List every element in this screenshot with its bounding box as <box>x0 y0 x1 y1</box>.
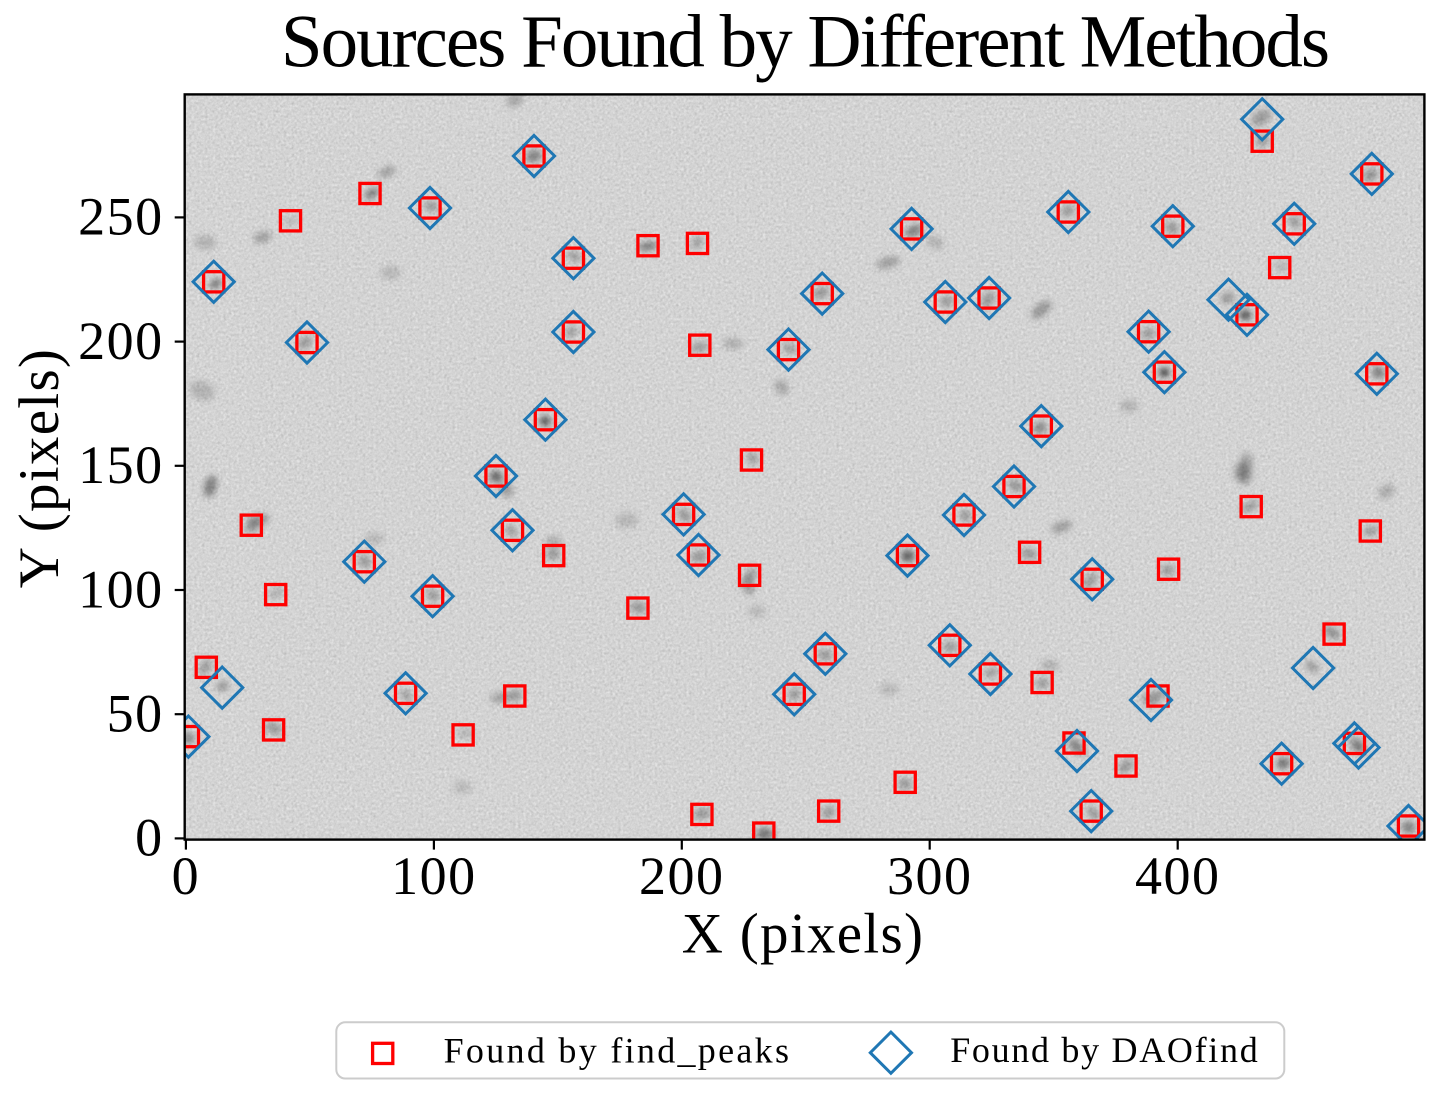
svg-text:Sources Found by Different Met: Sources Found by Different Methods <box>281 0 1328 83</box>
svg-text:Found by DAOfind: Found by DAOfind <box>950 1030 1259 1070</box>
svg-text:X (pixels): X (pixels) <box>682 902 925 965</box>
svg-text:Found by find_peaks: Found by find_peaks <box>444 1030 792 1070</box>
svg-text:50: 50 <box>107 684 164 744</box>
svg-text:100: 100 <box>78 559 164 619</box>
svg-text:300: 300 <box>887 846 973 906</box>
svg-text:250: 250 <box>78 187 164 247</box>
svg-text:200: 200 <box>639 846 725 906</box>
svg-text:400: 400 <box>1135 846 1221 906</box>
svg-text:Y (pixels): Y (pixels) <box>8 348 71 588</box>
svg-text:200: 200 <box>78 311 164 371</box>
svg-text:0: 0 <box>135 808 164 868</box>
svg-text:0: 0 <box>172 846 201 906</box>
svg-text:150: 150 <box>78 435 164 495</box>
svg-text:100: 100 <box>391 846 477 906</box>
